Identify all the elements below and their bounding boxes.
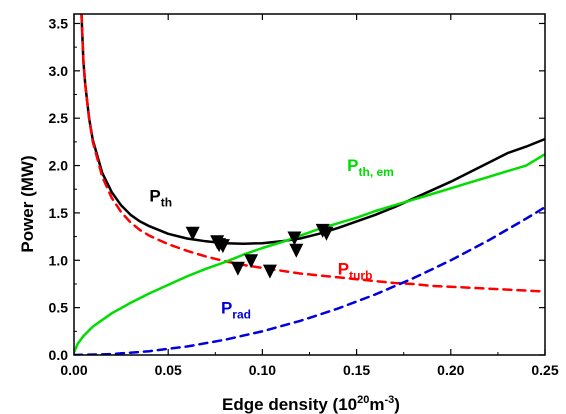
data-point-marker: [287, 231, 302, 246]
series-line-pthem: [74, 152, 545, 354]
x-axis-title-unit-exp: -3: [385, 394, 395, 406]
markers-group: [185, 223, 334, 279]
x-tick-label: 0.05: [155, 362, 182, 378]
label-pturb: Pturb: [338, 259, 373, 282]
series-line-prad: [74, 205, 545, 355]
label-prad: Prad: [221, 298, 251, 321]
y-tick-label: 0.0: [49, 347, 69, 363]
x-axis-title: Edge density (1020m-3): [222, 394, 400, 414]
tick-labels-group: 0.00 0.05 0.10 0.15 0.20 0.25 0.0 0.5 1.0 1.5 2.0 2…: [49, 15, 559, 378]
label-pthem: Pth, em: [347, 156, 394, 179]
data-point-marker: [244, 254, 259, 269]
data-point-marker: [319, 226, 334, 241]
y-tick-label: 3.5: [49, 15, 69, 31]
x-tick-label: 0.20: [437, 362, 464, 378]
data-point-marker: [289, 243, 304, 258]
data-point-marker: [230, 261, 245, 276]
x-axis-title-unit: m: [369, 395, 384, 414]
x-tick-label: 0.10: [249, 362, 276, 378]
x-tick-label: 0.25: [531, 362, 558, 378]
y-tick-label: 3.0: [49, 63, 69, 79]
y-tick-label: 2.0: [49, 158, 69, 174]
series-labels-group: Pth Pturb Pth, em Prad: [149, 156, 394, 321]
ticks-group: [73, 14, 546, 356]
series-line-pth: [80, 14, 545, 245]
data-point-marker: [215, 239, 230, 254]
data-point-marker: [185, 226, 200, 241]
y-tick-label: 1.5: [49, 205, 69, 221]
series-line-pturb: [80, 14, 545, 293]
x-axis-title-main: Edge density (10: [222, 395, 357, 414]
plot-frame: [73, 13, 546, 356]
y-tick-label: 0.5: [49, 300, 69, 316]
label-pth: Pth: [149, 187, 172, 210]
data-point-marker: [262, 264, 277, 279]
x-tick-label: 0.00: [60, 362, 87, 378]
x-axis-title-exp: 20: [357, 394, 369, 406]
x-axis-title-end: ): [394, 395, 400, 414]
y-tick-label: 2.5: [49, 110, 69, 126]
series-group: [74, 14, 545, 355]
y-axis-title: Power (MW): [18, 155, 37, 252]
y-tick-label: 1.0: [49, 252, 69, 268]
x-tick-label: 0.15: [343, 362, 370, 378]
